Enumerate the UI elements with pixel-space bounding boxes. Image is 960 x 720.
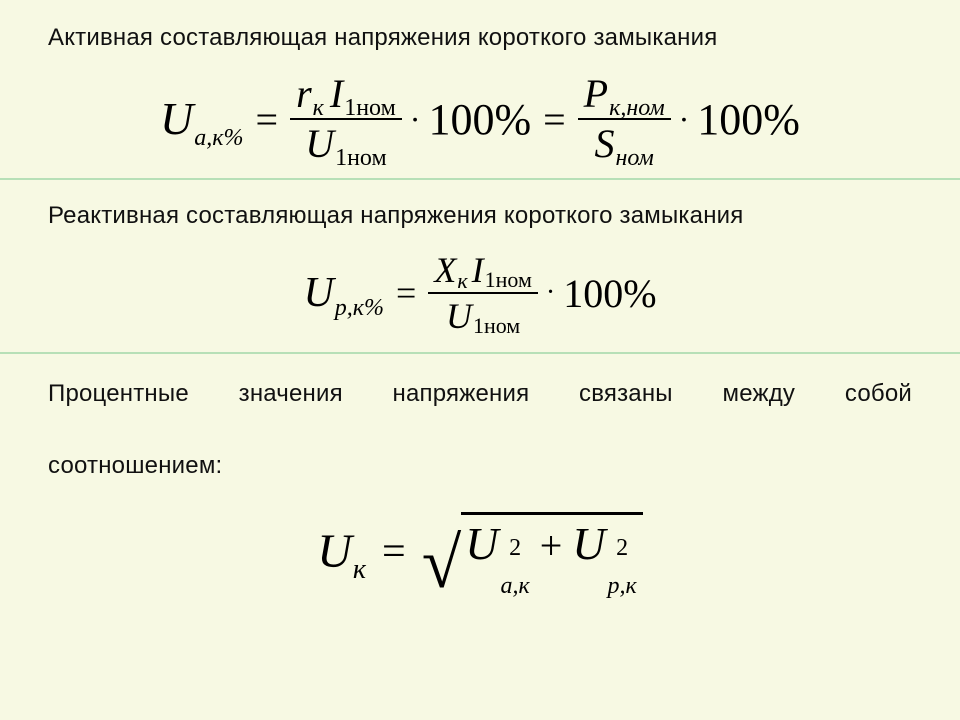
cdot-3: · xyxy=(538,277,563,309)
percent-2: % xyxy=(763,94,800,145)
heading-reactive: Реактивная составляющая напряжения корот… xyxy=(48,202,912,230)
lhs2-base: U xyxy=(303,272,333,314)
percent-3: % xyxy=(623,270,656,317)
formula-relation: U к = √ U 2 а,к + U 2 xyxy=(48,512,912,592)
section-reactive: Реактивная составляющая напряжения корот… xyxy=(0,180,960,338)
hundred-1: 100 xyxy=(428,94,494,145)
section-active: Активная составляющая напряжения коротко… xyxy=(0,0,960,168)
t2-sup: 2 xyxy=(608,536,637,560)
section-relation: Процентные значения напряжения связаны м… xyxy=(0,354,960,592)
lhs-sub: а,к% xyxy=(194,126,243,150)
divider-1 xyxy=(0,178,960,180)
f3-den-u-sub: 1ном xyxy=(473,313,520,338)
heading-relation-line2: соотношением: xyxy=(48,448,912,484)
cdot-1: · xyxy=(402,101,429,138)
f3-num-i: I xyxy=(472,252,484,288)
f2-den-s: S xyxy=(594,124,614,164)
f3-num-x: X xyxy=(434,252,456,288)
formula-active: U а,к% = r к I 1ном U xyxy=(48,70,912,168)
t2-base: U xyxy=(572,521,605,567)
frac-2: P к,ном S ном xyxy=(578,70,671,168)
f1-num-r-sub: к xyxy=(313,96,324,120)
heading-active: Активная составляющая напряжения коротко… xyxy=(48,24,912,52)
lhs-base: U xyxy=(160,96,193,142)
lhs2-sub: р,к% xyxy=(335,296,384,320)
percent-1: % xyxy=(494,94,531,145)
t1-base: U xyxy=(465,521,498,567)
equals-2: = xyxy=(531,96,578,143)
f2-num-p-sub: к,ном xyxy=(609,96,665,120)
divider-2 xyxy=(0,352,960,354)
equals-1: = xyxy=(244,96,291,143)
f1-num-i-sub: 1ном xyxy=(344,95,396,121)
lhs-symbol-3: U к xyxy=(317,528,366,576)
equals-3: = xyxy=(384,272,428,314)
lhs-symbol-2: U р,к% xyxy=(303,272,384,314)
f1-den-u-sub: 1ном xyxy=(335,145,387,171)
lhs-symbol: U а,к% xyxy=(160,96,243,142)
f1-num-r: r xyxy=(296,74,312,114)
t1-sub: а,к xyxy=(500,574,529,598)
equals-4: = xyxy=(366,528,422,576)
plus: + xyxy=(530,522,573,569)
cdot-2: · xyxy=(671,101,698,138)
hundred-2: 100 xyxy=(697,94,763,145)
heading-relation-line1: Процентные значения напряжения связаны м… xyxy=(48,376,912,448)
lhs3-sub: к xyxy=(353,556,366,584)
f3-den-u: U xyxy=(446,298,472,334)
surd-glyph: √ xyxy=(422,516,462,596)
f2-num-p: P xyxy=(584,74,608,114)
frac-3: X к I 1ном U 1ном xyxy=(428,248,538,338)
t1-sup: 2 xyxy=(500,536,529,560)
f3-num-x-sub: к xyxy=(457,270,467,292)
t2-sub: р,к xyxy=(608,574,637,598)
hundred-3: 100 xyxy=(563,270,623,317)
f1-den-u: U xyxy=(305,124,334,164)
frac-1: r к I 1ном U 1ном xyxy=(290,70,402,168)
lhs3-base: U xyxy=(317,528,352,576)
f1-num-i: I xyxy=(330,74,343,114)
formula-reactive: U р,к% = X к I 1ном U 1ном xyxy=(48,248,912,338)
sqrt: √ U 2 а,к + U 2 р,к xyxy=(422,512,643,592)
f2-den-s-sub: ном xyxy=(615,146,653,170)
radicand: U 2 а,к + U 2 р,к xyxy=(461,512,643,592)
f3-num-i-sub: 1ном xyxy=(485,267,532,292)
